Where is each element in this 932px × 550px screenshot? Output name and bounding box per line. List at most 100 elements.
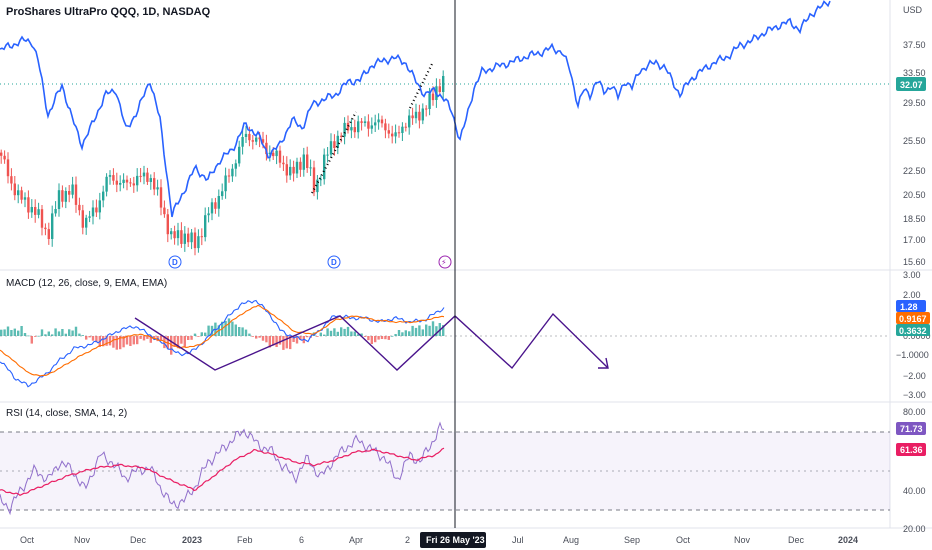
candle (34, 207, 37, 215)
macd-histogram-bar (136, 336, 139, 345)
macd-histogram-bar (367, 336, 370, 341)
macd-histogram-bar (292, 336, 295, 342)
macd-histogram-bar (37, 335, 40, 337)
macd-histogram-bar (30, 336, 33, 344)
x-tick: Sep (624, 535, 640, 545)
macd-histogram-bar (435, 326, 438, 336)
macd-histogram-bar (139, 336, 142, 339)
candle (299, 161, 302, 170)
dividend-marker[interactable] (168, 255, 182, 269)
candle (323, 154, 326, 180)
macd-histogram-bar (404, 330, 407, 336)
x-tick: Dec (788, 535, 805, 545)
zigzag-arrowhead (598, 357, 609, 369)
macd-histogram-group (0, 318, 445, 355)
macd-tick: 2.00 (903, 290, 921, 300)
macd-histogram-bar (425, 324, 428, 336)
candle (102, 191, 105, 201)
macd-histogram-bar (112, 336, 115, 348)
price-tick: 22.50 (903, 166, 926, 176)
candle (442, 76, 445, 92)
candle (234, 163, 237, 169)
macd-histogram-bar (323, 334, 326, 336)
candle (17, 190, 20, 196)
macd-histogram-bar (3, 329, 6, 336)
candle (200, 236, 203, 238)
macd-histogram-bar (0, 329, 3, 336)
price-tick: 20.50 (903, 190, 926, 200)
macd-histogram-bar (244, 329, 248, 336)
candle (384, 123, 387, 131)
candle (217, 196, 220, 209)
candle (268, 152, 271, 154)
macd-histogram-bar (95, 336, 98, 343)
projection-series-line (0, 0, 831, 218)
macd-histogram-bar (125, 336, 129, 345)
x-tick: Oct (20, 535, 35, 545)
candle (88, 216, 91, 218)
macd-histogram-bar (411, 325, 414, 336)
macd-histogram-bar (132, 336, 135, 345)
candle (309, 167, 312, 169)
candles-group (0, 70, 445, 256)
candle (265, 142, 268, 155)
candle (316, 179, 319, 193)
candle (173, 231, 176, 239)
x-tick: 2024 (838, 535, 858, 545)
candle (0, 152, 3, 156)
macd-histogram-bar (105, 336, 108, 346)
candle (367, 121, 370, 129)
macd-histogram-bar (394, 334, 397, 336)
split-marker[interactable] (438, 255, 452, 269)
macd-histogram-bar (146, 336, 149, 339)
candle (78, 204, 81, 211)
candle (421, 108, 424, 121)
histogram-value: 0.3632 (899, 326, 927, 336)
candle (397, 132, 401, 134)
candle (302, 154, 305, 170)
signal-value: 0.9167 (899, 314, 927, 324)
macd-histogram-bar (187, 336, 190, 340)
candle (414, 111, 418, 119)
candle (197, 236, 200, 249)
macd-histogram-bar (91, 336, 95, 341)
candle (353, 127, 356, 133)
candle (193, 232, 197, 249)
macd-histogram-bar (183, 336, 186, 347)
macd-tick: −2.00 (903, 371, 926, 381)
candle (146, 172, 149, 182)
price-tick: 15.60 (903, 257, 926, 267)
dividend-marker[interactable] (327, 255, 341, 269)
macd-histogram-bar (421, 329, 424, 336)
candle (258, 137, 261, 140)
candle (231, 168, 234, 177)
candle (404, 126, 407, 128)
candle (30, 207, 33, 213)
macd-histogram-bar (20, 326, 23, 336)
crosshair-date-badge (420, 532, 486, 548)
macd-histogram-bar (153, 336, 156, 339)
histogram-value-badge (896, 324, 930, 336)
macd-histogram-bar (102, 336, 105, 347)
macd-histogram-bar (336, 331, 339, 336)
candle (156, 187, 159, 190)
candle (13, 183, 16, 196)
candle (51, 213, 54, 239)
x-tick: Oct (676, 535, 691, 545)
candle (125, 179, 129, 183)
price-tick: 29.50 (903, 98, 926, 108)
candle (44, 227, 47, 230)
macd-histogram-bar (238, 327, 241, 336)
macd-histogram-bar (68, 329, 71, 336)
price-tick: 18.50 (903, 214, 926, 224)
macd-value-badge (896, 300, 926, 312)
macd-histogram-bar (193, 333, 197, 336)
candle (350, 127, 353, 131)
zigzag-drawing (134, 312, 609, 371)
candle (10, 176, 13, 184)
candle (57, 190, 61, 209)
macd-histogram-bar (71, 330, 74, 336)
candle (411, 115, 414, 119)
macd-histogram-bar (180, 336, 183, 344)
